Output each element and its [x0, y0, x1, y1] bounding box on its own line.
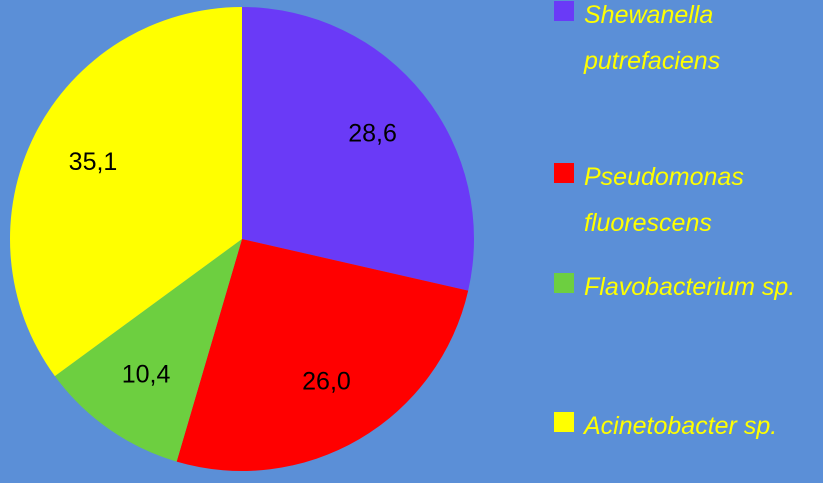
legend-label: Acinetobacter sp.	[584, 412, 778, 440]
data-label: 26,0	[302, 368, 351, 396]
legend-swatch	[554, 163, 574, 183]
data-label: 35,1	[69, 148, 118, 176]
data-label: 28,6	[348, 119, 397, 147]
legend-swatch	[554, 273, 574, 293]
legend-swatch	[554, 412, 574, 432]
pie-slice	[10, 7, 242, 377]
legend-label: Pseudomonas fluorescens	[584, 163, 744, 237]
data-label: 10,4	[122, 360, 171, 388]
pie-slice	[176, 239, 469, 471]
pie-slice	[54, 239, 242, 462]
pie-slice	[242, 7, 475, 291]
legend-label: Shewanella putrefaciens	[584, 1, 721, 75]
legend-swatch	[554, 1, 574, 21]
legend-label: Flavobacterium sp.	[584, 273, 796, 301]
